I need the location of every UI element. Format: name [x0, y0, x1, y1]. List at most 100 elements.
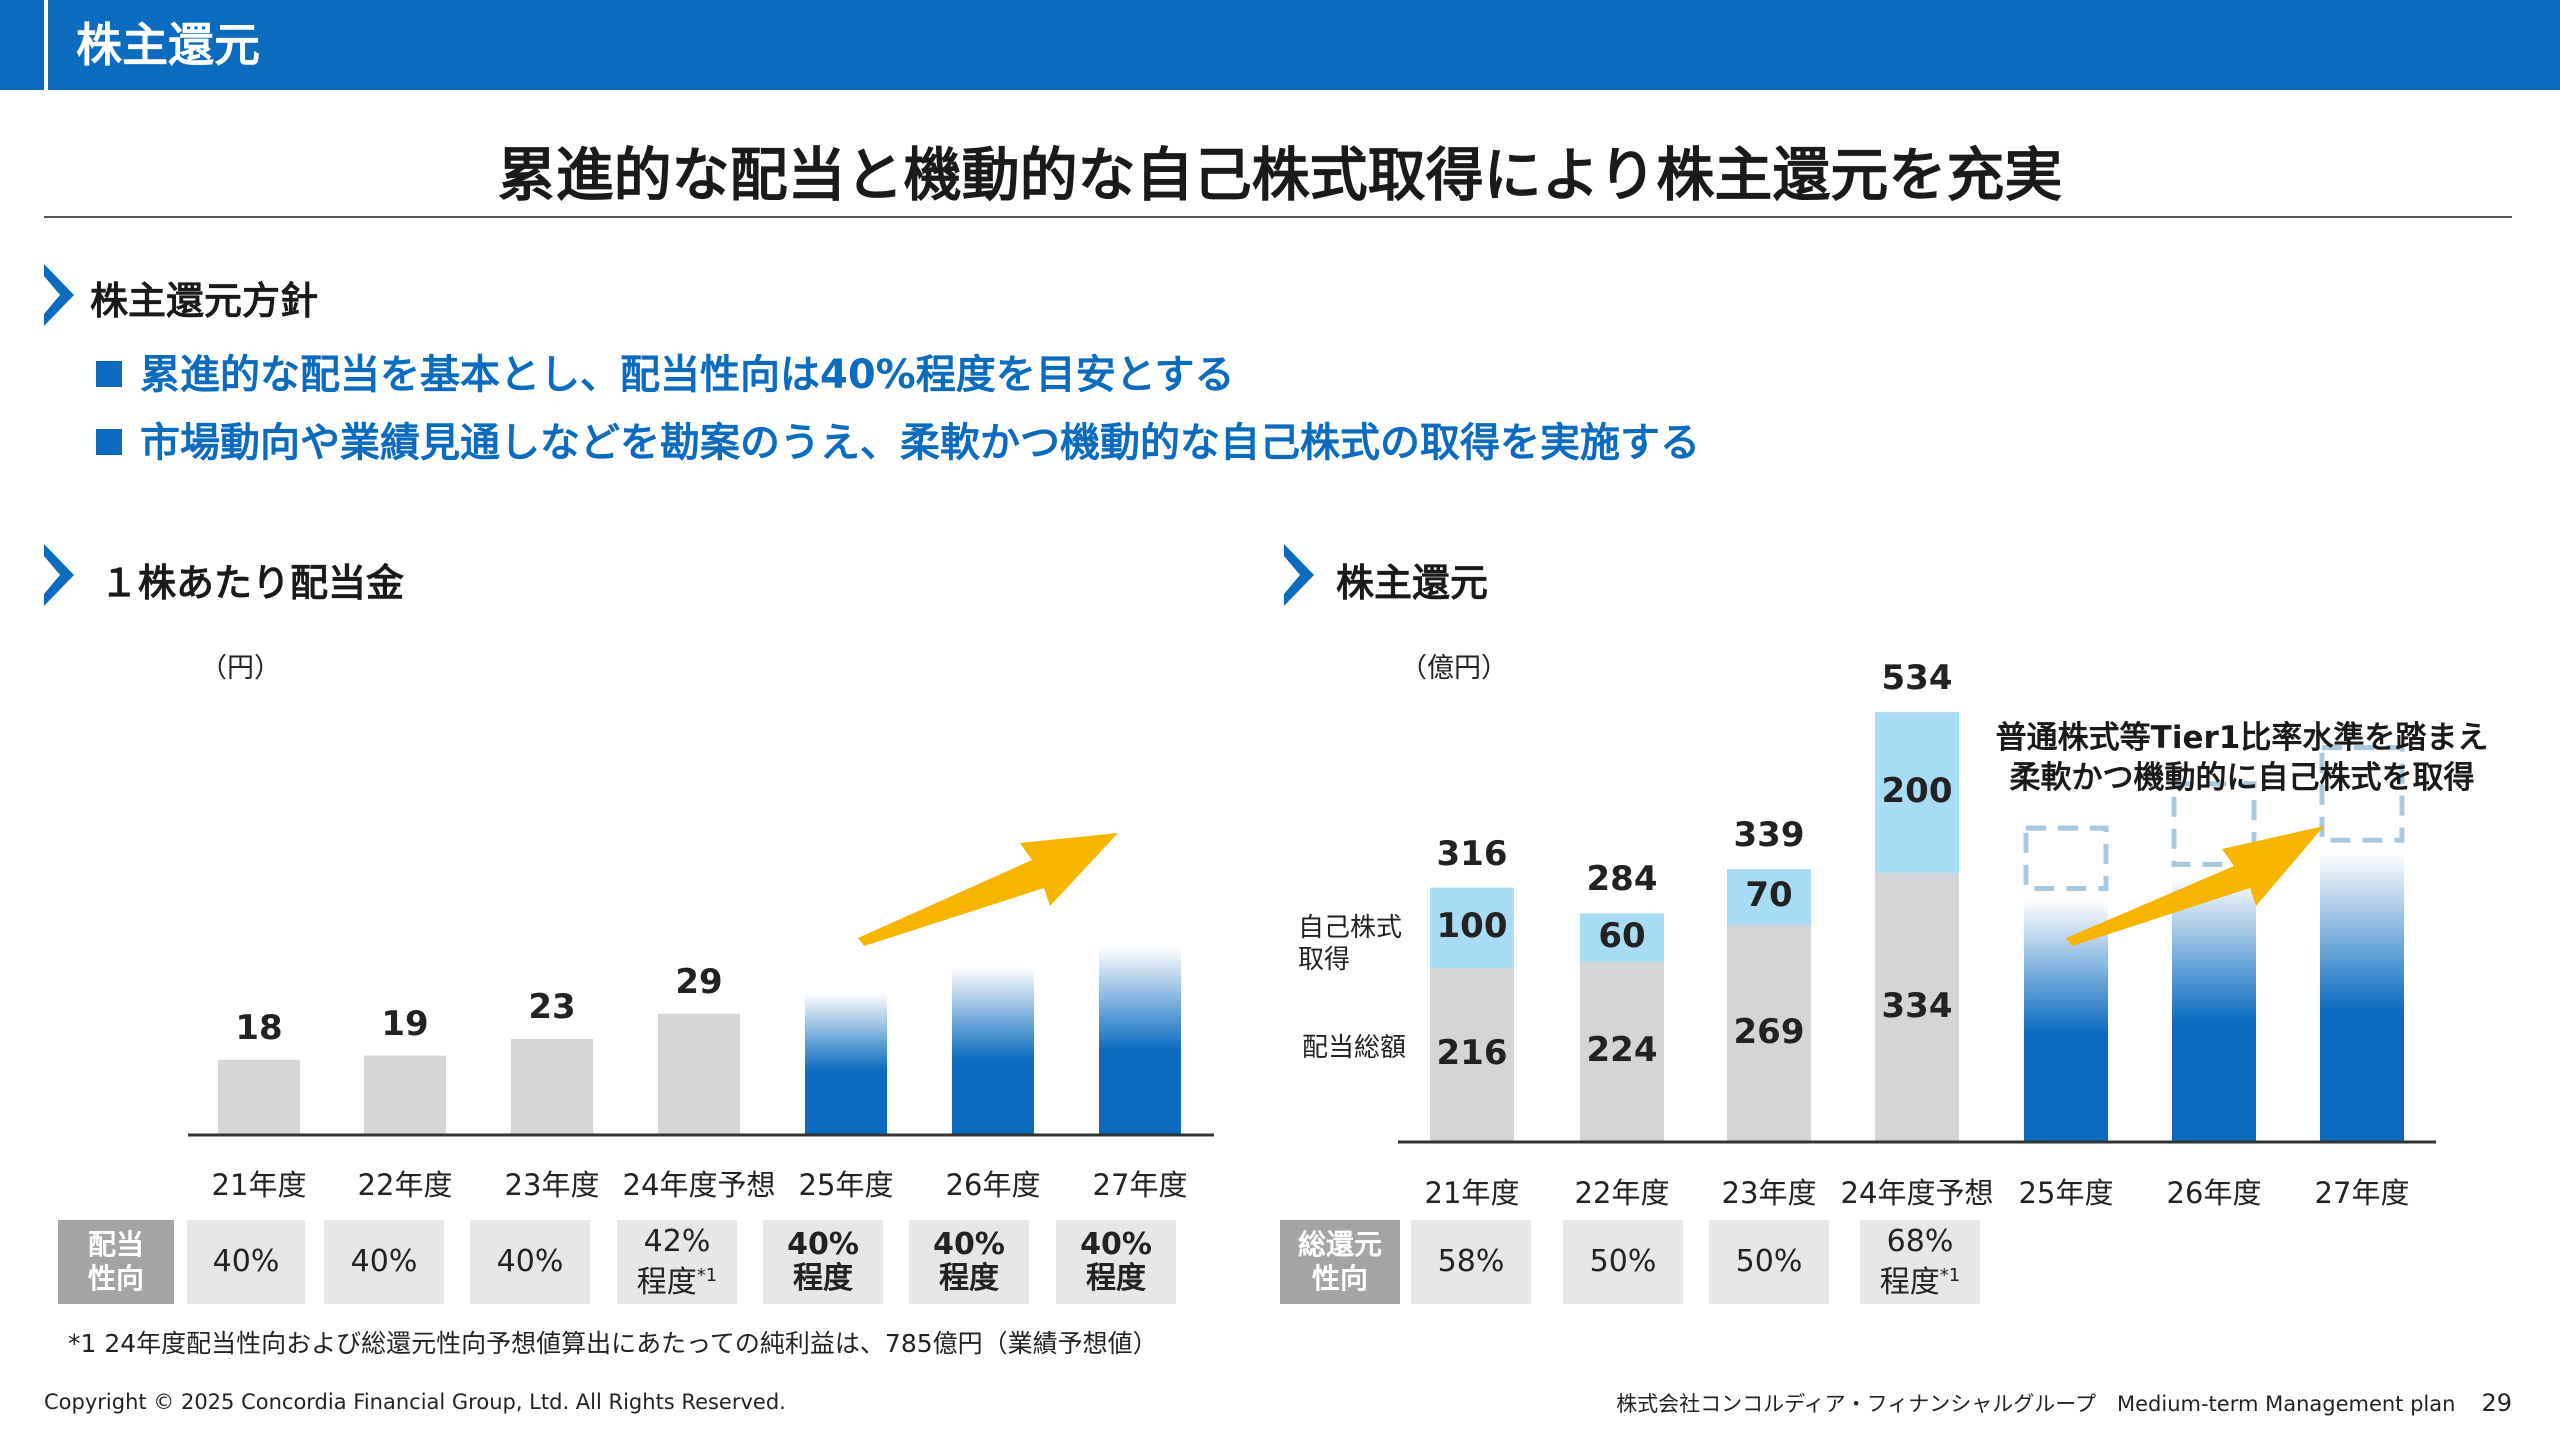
returns-buyback-label: 60 — [1598, 915, 1646, 956]
legend-dividend: 配当総額 — [1302, 1033, 1407, 1063]
payout-ratio-cell: 40% — [470, 1220, 590, 1304]
ratio-line: 程度 — [793, 1261, 853, 1296]
ratio-line: 程度*1 — [1879, 1264, 1961, 1300]
returns-category-label: 26年度 — [2166, 1176, 2262, 1210]
dps-category-label: 26年度 — [945, 1168, 1041, 1202]
returns-projected-buyback-box — [2023, 825, 2109, 891]
dps-value-label: 23 — [528, 986, 576, 1027]
ratio-line: 68% — [1886, 1223, 1954, 1259]
payout-ratio-cell: 40% — [187, 1220, 305, 1304]
callout-line-2: 柔軟かつ機動的に自己株式を取得 — [2009, 760, 2475, 796]
policy-bullet-2: 市場動向や業績見通しなどを勘案のうえ、柔軟かつ機動的な自己株式の取得を実施する — [96, 410, 1700, 468]
returns-dividend-label: 269 — [1733, 1011, 1805, 1052]
dps-unit-label: （円） — [200, 653, 281, 684]
policy-bullet-1: 累進的な配当を基本とし、配当性向は40%程度を目安とする — [96, 342, 1235, 400]
dps-value-label: 18 — [235, 1007, 283, 1048]
total-return-ratio-cell: 50% — [1563, 1220, 1683, 1304]
ratio-line: 50% — [1589, 1244, 1657, 1279]
dps-category-label: 27年度 — [1092, 1168, 1188, 1202]
dps-value-label: 19 — [381, 1003, 429, 1044]
returns-buyback-label: 100 — [1436, 905, 1508, 946]
dps-bar — [511, 1038, 593, 1135]
bullet-square-icon — [96, 361, 122, 387]
payout-ratio-cell: 40% 程度 — [1056, 1220, 1176, 1304]
returns-projected-buyback-box — [2319, 745, 2405, 843]
growth-arrow-left-icon — [858, 833, 1118, 946]
policy-title: 株主還元方針 — [90, 279, 319, 323]
bullet-square-icon — [96, 429, 122, 455]
returns-dividend-label: 224 — [1586, 1029, 1658, 1070]
returns-category-label: 22年度 — [1574, 1176, 1670, 1210]
ratio-line: 58% — [1437, 1244, 1505, 1279]
buyback-callout: 普通株式等Tier1比率水準を踏まえ 柔軟かつ機動的に自己株式を取得 — [1962, 718, 2522, 798]
payout-ratio-cell: 40% 程度 — [763, 1220, 883, 1304]
returns-buyback-label: 200 — [1881, 770, 1953, 811]
returns-buyback-label: 70 — [1745, 875, 1793, 916]
returns-unit-label: （億円） — [1400, 653, 1508, 684]
ratio-line: 40% — [933, 1227, 1005, 1262]
dps-bar — [658, 1013, 740, 1135]
payout-ratio-cell: 42% 程度*1 — [617, 1220, 737, 1304]
ratio-line: 40% — [787, 1227, 859, 1262]
returns-dividend-bar — [1727, 925, 1811, 1142]
page-headline: 累進的な配当と機動的な自己株式取得により株主還元を充実 — [497, 141, 2063, 209]
returns-buyback-bar — [1430, 887, 1514, 969]
dps-category-label: 22年度 — [357, 1168, 453, 1202]
growth-arrow-right-icon — [2066, 826, 2324, 946]
dps-chart-title: １株あたり配当金 — [100, 561, 405, 605]
page-number: 29 — [2481, 1389, 2512, 1417]
payout-ratio-label: 配当 性向 — [58, 1220, 174, 1304]
header-title: 株主還元 — [76, 18, 260, 72]
total-return-ratio-label: 総還元 性向 — [1280, 1220, 1400, 1304]
dps-value-label: 29 — [675, 961, 723, 1002]
returns-chart-title: 株主還元 — [1336, 561, 1489, 605]
ratio-line: 40% — [212, 1244, 280, 1279]
dps-category-label: 23年度 — [504, 1168, 600, 1202]
footer-company: 株式会社コンコルディア・フィナンシャルグループ Medium-term Mana… — [1616, 1388, 2512, 1418]
copyright: Copyright © 2025 Concordia Financial Gro… — [44, 1390, 786, 1414]
returns-category-label: 21年度 — [1424, 1176, 1520, 1210]
returns-category-label: 23年度 — [1721, 1176, 1817, 1210]
returns-total-label: 339 — [1733, 815, 1805, 856]
total-return-ratio-cell: 50% — [1709, 1220, 1829, 1304]
ratio-line: 40% — [1080, 1227, 1152, 1262]
returns-dividend-label: 216 — [1436, 1033, 1508, 1074]
payout-ratio-cell: 40% — [324, 1220, 444, 1304]
section-chevron-icon — [1284, 544, 1314, 606]
policy-bullet-text: 市場動向や業績見通しなどを勘案のうえ、柔軟かつ機動的な自己株式の取得を実施する — [140, 420, 1700, 466]
returns-dividend-bar — [1580, 961, 1664, 1142]
returns-dividend-label: 334 — [1881, 985, 1953, 1026]
returns-category-label: 25年度 — [2018, 1176, 2114, 1210]
dps-projected-bar — [952, 967, 1034, 1135]
ratio-line: 程度*1 — [636, 1264, 718, 1300]
legend-buyback: 自己株式 取得 — [1298, 913, 1403, 975]
dps-category-label: 24年度予想 — [622, 1168, 776, 1202]
returns-dividend-bar — [1875, 873, 1959, 1142]
returns-projected-bar — [2024, 900, 2108, 1142]
total-return-ratio-cell: 58% — [1411, 1220, 1531, 1304]
returns-total-label: 316 — [1436, 833, 1508, 874]
payout-ratio-cell: 40% 程度 — [909, 1220, 1029, 1304]
returns-dividend-bar — [1430, 968, 1514, 1142]
returns-projected-buyback-box — [2171, 781, 2257, 867]
header-divider — [44, 0, 48, 90]
returns-buyback-bar — [1580, 913, 1664, 962]
footnote: *1 24年度配当性向および総還元性向予想値算出にあたっての純利益は、785億円… — [68, 1329, 1158, 1358]
returns-projected-bar — [2320, 852, 2404, 1142]
returns-total-label: 534 — [1881, 658, 1953, 699]
returns-buyback-bar — [1875, 712, 1959, 874]
headline-divider — [44, 216, 2512, 218]
ratio-line: 40% — [496, 1244, 564, 1279]
dps-projected-bar — [1099, 946, 1181, 1135]
dps-category-label: 25年度 — [798, 1168, 894, 1202]
total-return-ratio-cell: 68% 程度*1 — [1860, 1220, 1980, 1304]
returns-buyback-bar — [1727, 869, 1811, 926]
ratio-line: 40% — [350, 1244, 418, 1279]
company-name: 株式会社コンコルディア・フィナンシャルグループ Medium-term Mana… — [1616, 1392, 2456, 1416]
header-bar — [0, 0, 2560, 90]
dps-category-label: 21年度 — [211, 1168, 307, 1202]
dps-projected-bar — [805, 992, 887, 1135]
ratio-line: 42% — [643, 1223, 711, 1259]
policy-bullet-text: 累進的な配当を基本とし、配当性向は40%程度を目安とする — [140, 352, 1235, 398]
